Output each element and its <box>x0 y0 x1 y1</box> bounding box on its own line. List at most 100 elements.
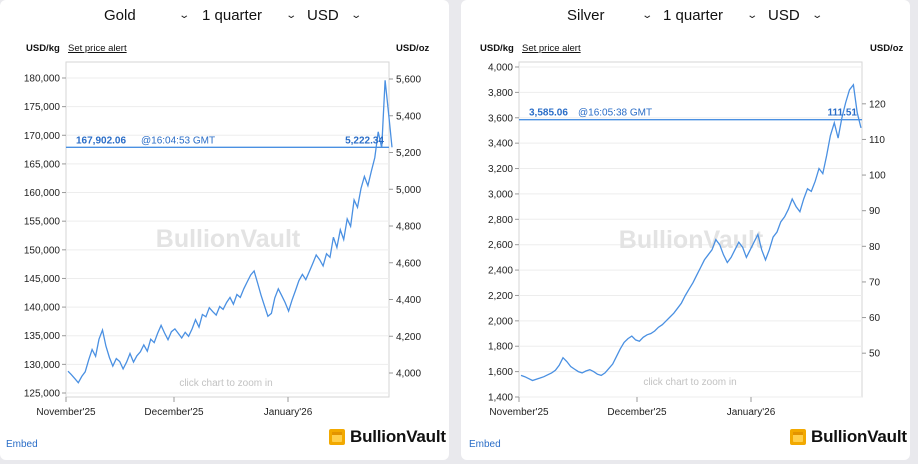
metal-select[interactable]: Gold ⌄ <box>100 5 191 27</box>
y-tick-label-right: 4,000 <box>396 369 421 380</box>
zoom-hint: click chart to zoom in <box>643 377 736 388</box>
y-tick-label-left: 3,200 <box>488 164 513 175</box>
gold-price-chart[interactable]: 125,000 130,000 135,000 140,000 145,000 150,0… <box>0 0 449 425</box>
y-tick-label-left: 160,000 <box>24 188 61 199</box>
bullionvault-logo: BullionVault <box>328 425 446 449</box>
unit-left-label: USD/kg <box>26 43 60 54</box>
x-tick-label: November'25 <box>489 407 549 418</box>
y-tick-label-right: 80 <box>869 242 881 253</box>
y-tick-label-right: 50 <box>869 349 881 360</box>
gridlines <box>66 77 389 394</box>
y-tick-label-right: 5,000 <box>396 185 421 196</box>
y-tick-label-right: 5,200 <box>396 148 421 159</box>
currency-select-value: USD <box>768 7 800 24</box>
gold-chart-panel: Gold ⌄ 1 quarter ⌄ USD ⌄ USD/kg Set pric… <box>0 0 449 460</box>
metal-select[interactable]: Silver ⌄ <box>563 5 653 27</box>
gold-bar-icon <box>328 428 346 446</box>
y-tick-label-right: 60 <box>869 313 881 324</box>
zoom-hint: click chart to zoom in <box>179 378 272 389</box>
x-axis: November'25 December'25 January'26 <box>36 397 313 418</box>
y-tick-label-left: 150,000 <box>24 245 61 256</box>
plot-area <box>65 61 390 398</box>
period-select[interactable]: 1 quarter ⌄ <box>659 5 759 27</box>
period-select-value: 1 quarter <box>202 7 263 24</box>
y-tick-label-right: 5,600 <box>396 75 421 86</box>
y-tick-label-right: 4,600 <box>396 258 421 269</box>
logo-text: BullionVault <box>350 427 446 446</box>
y-tick-label-left: 1,800 <box>488 342 513 353</box>
y-tick-label-left: 2,200 <box>488 291 513 302</box>
gridlines <box>519 66 862 398</box>
y-tick-label-left: 2,400 <box>488 266 513 277</box>
current-price-oz: 111.51 <box>828 108 858 119</box>
y-tick-label-right: 100 <box>869 171 886 182</box>
x-tick-label: January'26 <box>727 407 776 418</box>
y-axis-right: 4,000 4,200 4,400 4,600 4,800 5,000 5,200 5,400… <box>389 75 421 380</box>
set-price-alert-link[interactable]: Set price alert <box>68 43 127 54</box>
y-tick-label-left: 3,600 <box>488 113 513 124</box>
y-tick-label-left: 165,000 <box>24 159 61 170</box>
x-tick-label: November'25 <box>36 407 96 418</box>
y-tick-label-right: 70 <box>869 277 881 288</box>
unit-left-label: USD/kg <box>480 43 514 54</box>
price-series-line <box>520 83 862 382</box>
bullionvault-logo: BullionVault <box>789 425 907 449</box>
y-tick-label-right: 90 <box>869 206 881 217</box>
x-tick-label: December'25 <box>607 407 667 418</box>
unit-right-label: USD/oz <box>396 43 430 54</box>
chevron-down-icon: ⌄ <box>178 10 191 21</box>
watermark: BullionVault <box>619 226 764 254</box>
y-tick-label-right: 120 <box>869 99 886 110</box>
x-tick-label: January'26 <box>264 407 313 418</box>
period-select-value: 1 quarter <box>663 7 724 24</box>
y-tick-label-left: 175,000 <box>24 102 61 113</box>
y-tick-label-left: 170,000 <box>24 131 61 142</box>
y-tick-label-left: 180,000 <box>24 74 61 85</box>
y-tick-label-left: 3,800 <box>488 88 513 99</box>
y-tick-label-left: 2,600 <box>488 240 513 251</box>
chevron-down-icon: ⌄ <box>285 10 298 21</box>
x-axis: November'25 December'25 January'26 <box>489 397 776 418</box>
currency-select[interactable]: USD ⌄ <box>764 5 824 27</box>
y-tick-label-left: 155,000 <box>24 217 61 228</box>
y-tick-label-right: 4,200 <box>396 332 421 343</box>
selector-bar: Silver ⌄ 1 quarter ⌄ USD ⌄ <box>461 5 910 27</box>
y-tick-label-left: 2,800 <box>488 215 513 226</box>
y-tick-label-right: 110 <box>869 135 885 146</box>
period-select[interactable]: 1 quarter ⌄ <box>198 5 298 27</box>
current-price-time: @16:05:38 GMT <box>578 108 652 119</box>
currency-select[interactable]: USD ⌄ <box>303 5 363 27</box>
y-tick-label-right: 4,800 <box>396 222 421 233</box>
metal-select-value: Gold <box>104 7 136 24</box>
chevron-down-icon: ⌄ <box>350 10 363 21</box>
y-tick-label-right: 4,400 <box>396 295 421 306</box>
current-price-time: @16:04:53 GMT <box>141 135 215 146</box>
watermark: BullionVault <box>156 225 301 253</box>
chevron-down-icon: ⌄ <box>641 10 654 21</box>
y-tick-label-left: 1,400 <box>488 393 513 404</box>
logo-text: BullionVault <box>811 427 907 446</box>
y-tick-label-left: 140,000 <box>24 303 61 314</box>
set-price-alert-link[interactable]: Set price alert <box>522 43 581 54</box>
y-tick-label-left: 4,000 <box>488 63 513 74</box>
current-price-kg: 3,585.06 <box>529 108 568 119</box>
x-tick-label: December'25 <box>144 407 204 418</box>
silver-chart-panel: Silver ⌄ 1 quarter ⌄ USD ⌄ USD/kg Set pr… <box>461 0 910 460</box>
chevron-down-icon: ⌄ <box>746 10 759 21</box>
silver-price-chart[interactable]: 1,400 1,600 1,800 2,000 2,200 2,400 2,600 2,800… <box>461 0 910 425</box>
y-axis-left: 1,400 1,600 1,800 2,000 2,200 2,400 2,600 2,800… <box>488 63 519 404</box>
current-price-kg: 167,902.06 <box>76 135 126 146</box>
y-tick-label-left: 130,000 <box>24 360 61 371</box>
y-tick-label-left: 145,000 <box>24 274 61 285</box>
y-tick-label-right: 5,400 <box>396 111 421 122</box>
embed-link[interactable]: Embed <box>6 439 38 450</box>
y-tick-label-left: 1,600 <box>488 367 513 378</box>
y-tick-label-left: 3,000 <box>488 189 513 200</box>
y-tick-label-left: 125,000 <box>24 389 61 400</box>
metal-select-value: Silver <box>567 7 605 24</box>
y-axis-left: 125,000 130,000 135,000 140,000 145,000 150,0… <box>24 74 66 400</box>
unit-right-label: USD/oz <box>870 43 904 54</box>
embed-link[interactable]: Embed <box>469 439 501 450</box>
y-tick-label-left: 2,000 <box>488 316 513 327</box>
current-price-oz: 5,222.34 <box>345 135 384 146</box>
